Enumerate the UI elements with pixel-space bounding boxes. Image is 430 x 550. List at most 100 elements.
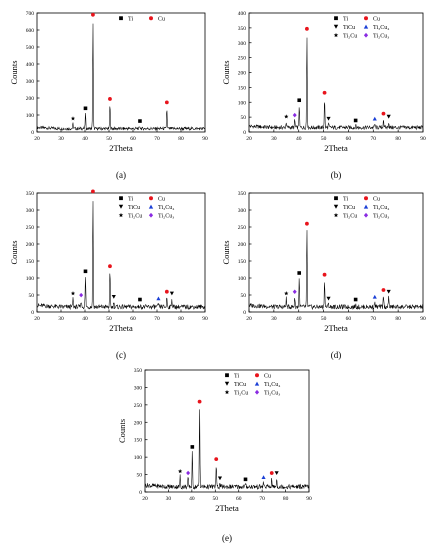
x-axis-label: 2Theta [324, 143, 348, 153]
peak-marker [269, 471, 274, 475]
y-tick-label: 100 [26, 113, 35, 119]
x-tick-label: 40 [296, 136, 302, 142]
plot-frame [144, 369, 310, 493]
peak-marker [353, 297, 358, 302]
peak-marker [164, 100, 169, 105]
legend-label: TiCu [128, 205, 140, 211]
x-tick-label: 30 [58, 136, 64, 142]
x-axis-label: 2Theta [324, 323, 348, 333]
x-tick-label: 40 [82, 316, 88, 322]
peak-marker [297, 271, 302, 275]
legend-label: Ti [128, 17, 133, 23]
peak-marker [70, 116, 76, 121]
legend-marker [364, 196, 368, 201]
peak-marker [156, 296, 161, 301]
legend-label: Ti₂Cu₃ [264, 391, 280, 397]
legend-marker [149, 196, 153, 201]
legend-marker [363, 32, 369, 38]
legend-marker [118, 212, 124, 218]
y-axis-label: Counts [117, 419, 127, 443]
legend-marker [363, 204, 369, 209]
legend-label: Ti₂Cu [343, 34, 357, 40]
peak-marker [326, 116, 331, 121]
legend-marker [224, 381, 230, 386]
y-tick-label: 400 [238, 11, 247, 17]
legend-label: TiCu [343, 25, 355, 31]
legend-marker [119, 196, 123, 201]
legend-label: Ti₂Cu₃ [158, 214, 174, 220]
peak-marker [164, 289, 169, 294]
legend: Ti Cu [119, 16, 165, 23]
legend-label: Cu [264, 374, 271, 380]
x-tick-label: 50 [213, 496, 219, 502]
y-tick-label: 250 [134, 403, 143, 409]
panel-e: 20 30 40 50 60 70 80 90 0 50 100 150 200 250 300 350 2Th… [117, 368, 312, 513]
x-tick-label: 90 [202, 316, 208, 322]
peak-marker [108, 97, 112, 101]
legend-marker [334, 196, 338, 201]
y-tick-label: 600 [26, 28, 35, 34]
peak-marker [138, 297, 142, 302]
peak-marker [217, 476, 223, 481]
peak-marker [83, 269, 88, 274]
peak-marker [169, 291, 174, 296]
legend-label: Cu [158, 197, 165, 203]
y-tick-label: 100 [238, 276, 247, 282]
x-tick-label: 60 [130, 136, 136, 142]
y-tick-label: 500 [26, 45, 35, 51]
legend-label: Cu [158, 17, 165, 23]
y-tick-label: 50 [29, 293, 35, 299]
panel-b: 20 30 40 50 60 70 80 90 0 50 100 150 200 250 300 350 400… [221, 11, 426, 153]
peak-marker [353, 118, 358, 123]
x-axis-label: 2Theta [109, 143, 133, 153]
x-tick-label: 80 [178, 136, 184, 142]
panel-label: (b) [331, 170, 342, 180]
legend-label: Ti₂Cu [128, 214, 142, 220]
y-tick-label: 150 [134, 438, 143, 444]
plot-frame [248, 12, 424, 133]
peak-marker [284, 291, 289, 296]
y-tick-label: 250 [238, 225, 247, 231]
peak-marker [83, 106, 88, 111]
peak-marker [292, 289, 297, 294]
x-tick-label: 20 [34, 136, 40, 142]
legend-marker [255, 373, 259, 378]
x-tick-label: 90 [420, 136, 426, 142]
peak-marker [305, 26, 309, 31]
x-tick-label: 60 [130, 316, 136, 322]
panel-label: (c) [116, 350, 126, 360]
peak-marker [322, 90, 327, 95]
legend-label: Ti [128, 197, 133, 203]
x-tick-label: 20 [246, 136, 252, 142]
legend-marker [333, 212, 339, 218]
y-tick-label: 200 [134, 420, 143, 426]
x-tick-label: 70 [154, 136, 160, 142]
peak-marker [261, 475, 266, 480]
legend-label: Ti₂Cu [343, 214, 357, 220]
x-tick-label: 90 [202, 136, 208, 142]
legend-marker [333, 24, 339, 29]
y-tick-label: 50 [137, 473, 143, 479]
legend-marker [119, 16, 123, 21]
peak-marker [190, 445, 195, 449]
peak-marker [214, 457, 219, 462]
y-axis-label: Counts [9, 60, 19, 84]
y-tick-label: 700 [26, 11, 35, 17]
x-tick-label: 40 [82, 136, 88, 142]
y-tick-label: 300 [26, 79, 35, 85]
y-tick-label: 300 [26, 208, 35, 214]
peak-marker [297, 98, 302, 103]
y-tick-label: 300 [134, 385, 143, 391]
x-tick-label: 60 [346, 316, 352, 322]
peak-marker [305, 221, 309, 226]
panel-a: 20 30 40 50 60 70 80 90 0 100 200 300 400 500 600 700 2T… [9, 11, 208, 153]
x-tick-label: 80 [395, 136, 401, 142]
peak-marker [386, 289, 391, 294]
peak-marker [292, 112, 297, 118]
peak-marker [322, 272, 327, 277]
peak-marker [108, 264, 112, 269]
panel-d: 20 30 40 50 60 70 80 90 0 50 100 150 200 250 300 350 2Th… [221, 191, 426, 333]
